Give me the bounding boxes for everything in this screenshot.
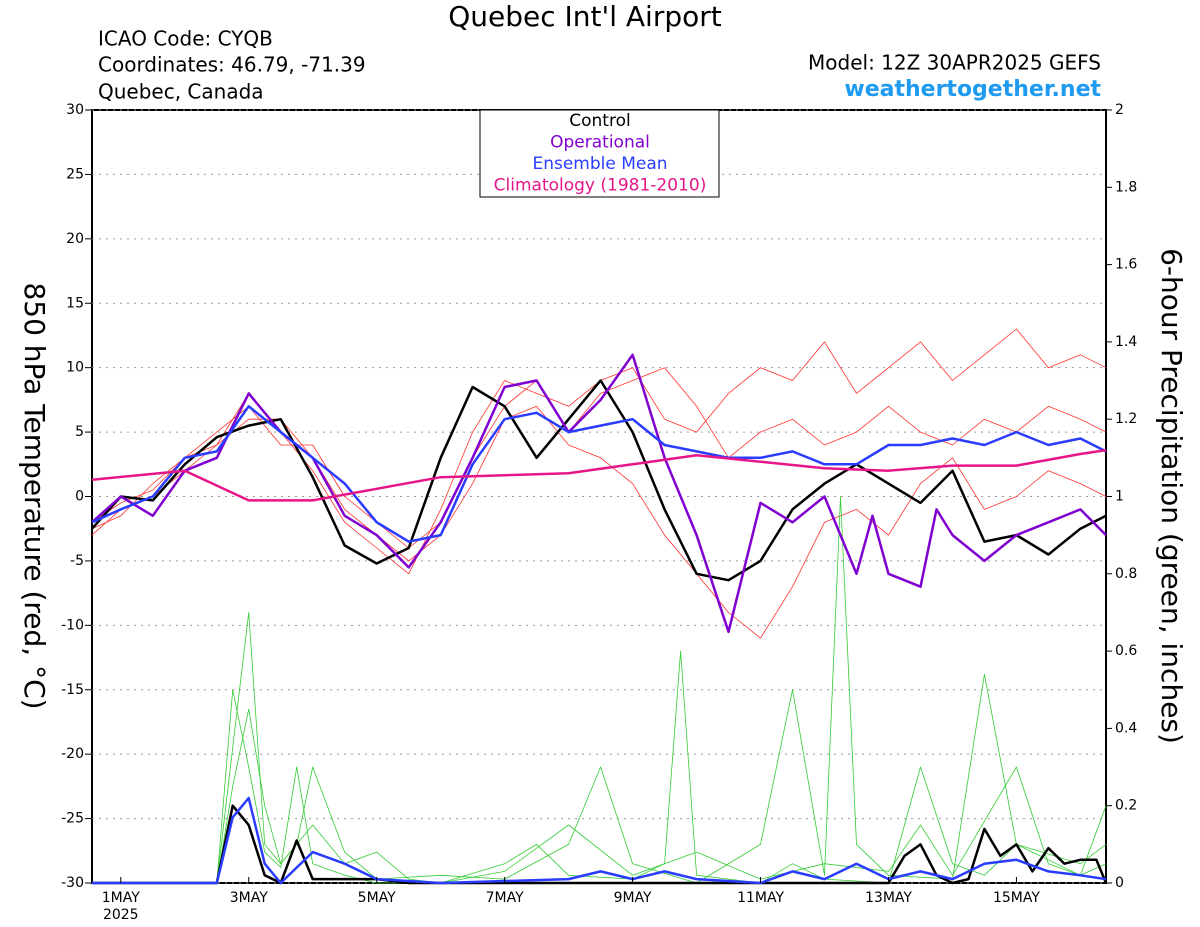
- y2-tick-label: 0.6: [1115, 643, 1137, 659]
- x-year-label: 2025: [103, 907, 139, 923]
- y2-tick-label: 2: [1115, 102, 1124, 118]
- series-line: [91, 379, 1107, 582]
- x-tick-label: 13MAY: [865, 890, 912, 906]
- model: Model: 12Z 30APR2025 GEFS: [808, 51, 1101, 75]
- y-tick-label: -10: [61, 617, 84, 633]
- y-tick-label: 5: [75, 424, 84, 440]
- y2-tick-label: 1: [1115, 489, 1124, 505]
- y-tick-label: 25: [66, 166, 84, 182]
- y-tick-label: 30: [66, 102, 84, 118]
- series-line: [92, 650, 1107, 884]
- series-line: [92, 804, 1108, 885]
- x-tick-label: 15MAY: [993, 890, 1040, 906]
- series-line: [92, 796, 1107, 885]
- series-line: [91, 367, 1107, 549]
- y2-tick-label: 0.8: [1115, 566, 1137, 582]
- y2-tick-label: 1.8: [1115, 179, 1137, 195]
- y-tick-label: -30: [61, 875, 84, 891]
- y-tick-label: 20: [66, 231, 84, 247]
- x-tick-label: 1MAY: [102, 890, 140, 906]
- y-axis-title: 850 hPa Temperature (red, °C): [18, 282, 51, 709]
- y2-tick-label: 1.2: [1115, 411, 1137, 427]
- source: weathertogether.net: [844, 77, 1101, 102]
- y-tick-label: -25: [61, 811, 84, 827]
- y2-tick-label: 1.4: [1115, 334, 1137, 350]
- plot-area: [91, 109, 1108, 885]
- x-tick-label: 3MAY: [230, 890, 268, 906]
- y-tick-label: 15: [66, 295, 84, 311]
- x-tick-label: 11MAY: [737, 890, 784, 906]
- series-line: [91, 405, 1107, 639]
- info: Coordinates: 46.79, -71.39: [98, 53, 366, 77]
- y2-tick-label: 0.4: [1115, 720, 1137, 736]
- legend-entry: Ensemble Mean: [532, 154, 667, 174]
- legend-box: [479, 109, 720, 198]
- y2-tick-label: 0.2: [1115, 798, 1137, 814]
- y-tick-label: -15: [61, 682, 84, 698]
- chart-title: Quebec Int'l Airport: [448, 0, 722, 33]
- legend-entry: Control: [569, 111, 630, 131]
- y-tick-label: 10: [66, 360, 84, 376]
- legend-entry: Climatology (1981-2010): [494, 176, 707, 196]
- series-line: [91, 448, 1107, 502]
- y-tick-label: -20: [61, 746, 84, 762]
- series-line: [92, 496, 1107, 884]
- y-tick-label: -5: [70, 553, 84, 569]
- info: ICAO Code: CYQB: [98, 27, 273, 51]
- y-tick-label: 0: [75, 489, 84, 505]
- legend-entry: Operational: [550, 133, 650, 153]
- y2-tick-label: 0: [1115, 875, 1124, 891]
- x-tick-label: 5MAY: [358, 890, 396, 906]
- y2-axis-title: 6-hour Precipitation (green, inches): [1155, 248, 1188, 744]
- x-tick-label: 7MAY: [486, 890, 524, 906]
- y2-tick-label: 1.6: [1115, 257, 1137, 273]
- series-line: [92, 708, 1107, 884]
- info: Quebec, Canada: [98, 80, 264, 104]
- series-line: [91, 405, 1107, 543]
- series-line: [91, 353, 1107, 634]
- x-tick-label: 9MAY: [614, 890, 652, 906]
